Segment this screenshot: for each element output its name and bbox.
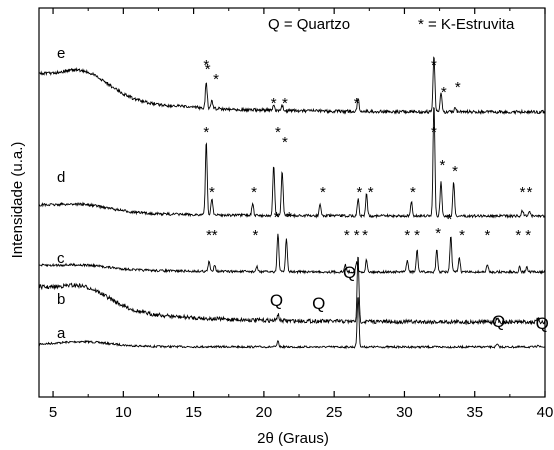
- k-estruvita-marker: *: [209, 184, 215, 201]
- k-estruvita-marker: *: [282, 95, 288, 112]
- k-estruvita-marker: *: [344, 227, 350, 244]
- k-estruvita-marker: *: [527, 184, 533, 201]
- x-tick-label: 25: [326, 404, 343, 421]
- y-axis-label: Intensidade (u.a.): [9, 142, 26, 259]
- legend-quartzo: Q = Quartzo: [268, 16, 350, 33]
- k-estruvita-marker: *: [368, 184, 374, 201]
- legend-k-estruvita: * = K-Estruvita: [418, 16, 515, 33]
- pattern-label-d: d: [57, 169, 65, 186]
- x-tick-label: 40: [537, 404, 554, 421]
- k-estruvita-marker: *: [414, 227, 420, 244]
- k-estruvita-marker: *: [203, 124, 209, 141]
- x-tick-label: 20: [256, 404, 273, 421]
- quartzo-marker: Q: [312, 294, 325, 313]
- k-estruvita-marker: *: [275, 124, 281, 141]
- k-estruvita-marker: *: [354, 95, 360, 112]
- plot-frame: [38, 7, 546, 398]
- k-estruvita-marker: *: [212, 227, 218, 244]
- k-estruvita-marker: *: [274, 209, 280, 226]
- k-estruvita-marker: *: [435, 225, 441, 242]
- k-estruvita-marker: *: [431, 124, 437, 141]
- series-layer: ab c d e: [38, 45, 546, 350]
- k-estruvita-marker: *: [484, 227, 490, 244]
- k-estruvita-marker: *: [206, 227, 212, 244]
- k-estruvita-marker: *: [439, 157, 445, 174]
- pattern-d-line: [38, 107, 546, 219]
- plot-area: [38, 7, 546, 398]
- k-estruvita-marker: *: [459, 227, 465, 244]
- pattern-b-line: [38, 256, 546, 326]
- k-estruvita-marker: *: [447, 211, 453, 228]
- x-tick-label: 30: [396, 404, 413, 421]
- k-estruvita-marker: *: [410, 184, 416, 201]
- k-estruvita-marker: *: [320, 184, 326, 201]
- k-estruvita-marker: *: [515, 227, 521, 244]
- x-axis-label: 2θ (Graus): [257, 430, 329, 447]
- quartzo-marker: Q: [492, 312, 505, 331]
- axis-layer: 5 10 15 20 25 30 35 40: [49, 8, 553, 421]
- k-estruvita-marker: *: [253, 227, 259, 244]
- k-estruvita-marker: *: [455, 79, 461, 96]
- pattern-label-a: a: [57, 325, 66, 342]
- k-estruvita-marker: *: [357, 184, 363, 201]
- k-estruvita-marker: *: [441, 84, 447, 101]
- pattern-label-c: c: [57, 250, 65, 267]
- k-estruvita-marker: *: [362, 227, 368, 244]
- legend-layer: Q = Quartzo * = K-Estruvita: [268, 16, 515, 33]
- k-estruvita-marker: *: [354, 227, 360, 244]
- pattern-a-line: [38, 297, 546, 350]
- x-tick-label: 15: [185, 404, 202, 421]
- k-estruvita-marker: *: [404, 227, 410, 244]
- x-tick-label: 35: [466, 404, 483, 421]
- k-estruvita-marker: *: [203, 57, 209, 74]
- marker-layer: Q QQQ Q* * ** ** * * * * *** * * *** **** * * *** ** ***** *…: [203, 57, 548, 333]
- k-estruvita-marker: *: [271, 95, 277, 112]
- k-estruvita-marker: *: [452, 163, 458, 180]
- k-estruvita-marker: *: [251, 184, 257, 201]
- x-tick-label: 5: [49, 404, 57, 421]
- k-estruvita-marker: *: [213, 71, 219, 88]
- pattern-c-line: [38, 233, 546, 275]
- pattern-label-b: b: [57, 291, 65, 308]
- k-estruvita-marker: *: [205, 61, 211, 78]
- quartzo-marker: Q: [536, 314, 549, 333]
- k-estruvita-marker: *: [431, 57, 437, 74]
- k-estruvita-marker: *: [282, 134, 288, 151]
- k-estruvita-marker: *: [520, 184, 526, 201]
- k-estruvita-marker: *: [525, 227, 531, 244]
- pattern-e-line: [38, 56, 546, 116]
- quartzo-marker: Q: [270, 291, 283, 310]
- x-tick-label: 10: [115, 404, 132, 421]
- k-estruvita-marker: *: [286, 209, 292, 226]
- pattern-label-e: e: [57, 45, 65, 62]
- quartzo-marker: Q: [343, 263, 356, 282]
